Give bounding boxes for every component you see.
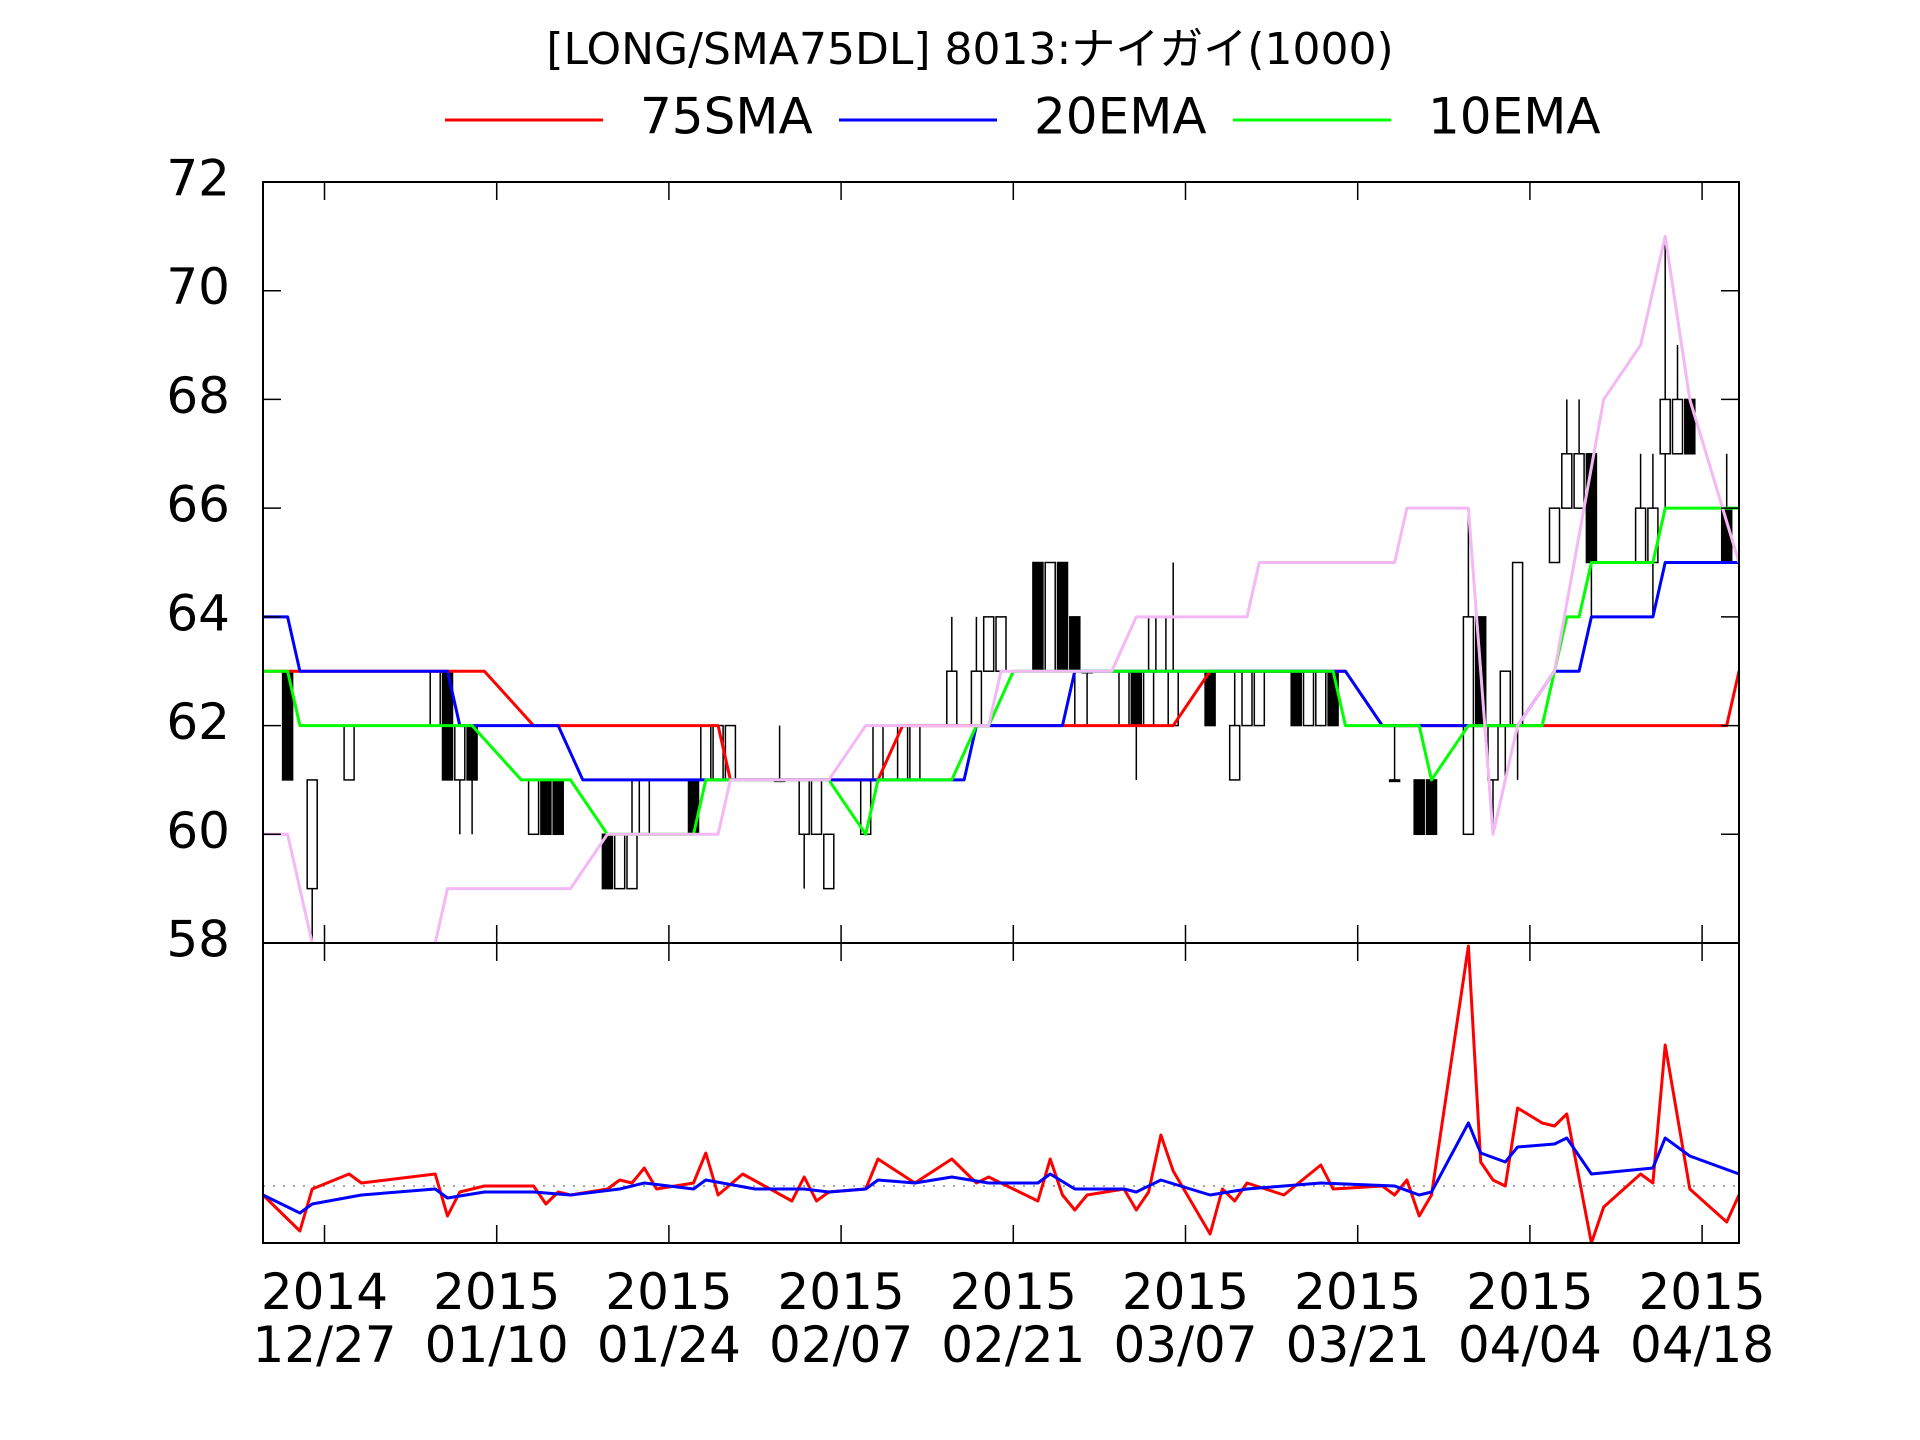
candle-body xyxy=(982,616,995,672)
candle-body xyxy=(1302,670,1315,727)
candle-body xyxy=(1499,670,1512,727)
candle-body xyxy=(909,724,921,781)
plot-area xyxy=(263,944,1739,1243)
candle-body xyxy=(527,779,540,836)
candle-body xyxy=(1511,561,1524,727)
candle-body xyxy=(1388,779,1401,783)
candle-body xyxy=(1118,670,1130,727)
x-tick-label: 2014 12/27 xyxy=(252,1263,396,1374)
candle-body xyxy=(613,833,626,890)
y-tick-label: 72 xyxy=(166,150,230,208)
candle-body xyxy=(1425,779,1438,836)
legend-label: 20EMA xyxy=(1034,88,1207,146)
candle-body xyxy=(946,670,958,727)
candle-body xyxy=(1647,507,1659,564)
candle-body xyxy=(700,724,712,781)
series-line xyxy=(263,1121,1739,1215)
candle-body xyxy=(1290,670,1302,727)
candle-body xyxy=(626,833,638,890)
candle-body xyxy=(1056,561,1069,672)
x-tick-label: 2015 01/10 xyxy=(425,1263,569,1374)
candle-body xyxy=(1167,670,1179,727)
candle-body xyxy=(1573,453,1585,509)
candle-body xyxy=(1241,670,1253,727)
candle-body xyxy=(810,779,823,836)
candle-body xyxy=(1044,561,1056,672)
candle-body xyxy=(724,724,737,781)
legend-label: 75SMA xyxy=(640,88,813,146)
candle-body xyxy=(995,616,1007,672)
candle-body xyxy=(823,833,835,890)
candle-body xyxy=(1561,453,1573,509)
candle-body xyxy=(1413,779,1425,836)
candle-body xyxy=(306,779,318,890)
plot-frame xyxy=(262,942,1740,1244)
y-tick-label: 66 xyxy=(166,476,230,534)
x-tick-label: 2015 02/07 xyxy=(769,1263,913,1374)
y-tick-label: 70 xyxy=(166,258,230,316)
candle-body xyxy=(638,779,651,836)
candle-body xyxy=(1634,507,1647,564)
candle-body xyxy=(1548,507,1561,564)
chart-title: [LONG/SMA75DL] 8013:ナイガイ(1000) xyxy=(546,24,1393,75)
legend-label: 10EMA xyxy=(1428,88,1601,146)
candle-body xyxy=(1659,398,1671,455)
candle-body xyxy=(601,833,614,890)
candle-body xyxy=(970,670,983,727)
y-tick-label: 64 xyxy=(166,584,230,642)
candle-body xyxy=(1142,670,1155,727)
candle-body xyxy=(429,670,441,727)
candle-body xyxy=(687,779,700,836)
x-tick-label: 2015 04/04 xyxy=(1458,1263,1602,1374)
candle-body xyxy=(859,779,872,836)
y-tick-label: 60 xyxy=(166,802,230,860)
candle-body xyxy=(343,724,355,781)
series-line xyxy=(263,561,1739,782)
candle-body xyxy=(1069,616,1081,672)
candle-body xyxy=(1204,670,1216,727)
candle-body xyxy=(1032,561,1044,672)
candle-body xyxy=(1671,398,1684,455)
candle-body xyxy=(1228,724,1241,781)
candle-body xyxy=(1253,670,1266,727)
x-tick-label: 2015 04/18 xyxy=(1630,1263,1774,1374)
x-tick-label: 2015 01/24 xyxy=(597,1263,741,1374)
candle-body xyxy=(540,779,552,836)
candle-body xyxy=(798,779,810,836)
x-tick-label: 2015 02/21 xyxy=(941,1263,1085,1374)
candle-body xyxy=(1155,616,1167,672)
y-tick-label: 62 xyxy=(166,693,230,751)
candle-body xyxy=(466,724,478,781)
x-tick-label: 2015 03/21 xyxy=(1286,1263,1430,1374)
candle-body xyxy=(552,779,564,836)
candle-body xyxy=(454,724,466,781)
y-tick-label: 58 xyxy=(166,911,230,969)
x-tick-label: 2015 03/07 xyxy=(1113,1263,1257,1374)
series-line xyxy=(433,234,1739,943)
y-tick-label: 68 xyxy=(166,367,230,425)
candle-body xyxy=(1327,670,1339,727)
plot-area xyxy=(263,234,1739,943)
candle-body xyxy=(1130,670,1143,727)
candle-body xyxy=(1315,670,1327,727)
candle-body xyxy=(712,724,724,781)
